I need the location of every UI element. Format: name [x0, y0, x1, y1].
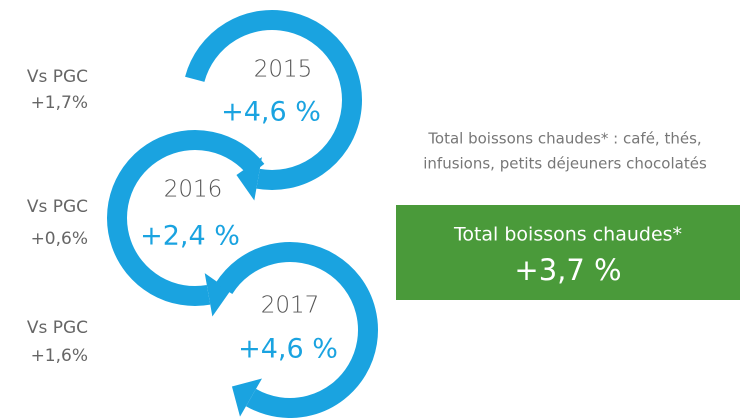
arcs — [107, 10, 378, 418]
arc — [215, 242, 378, 418]
note-line: infusions, petits déjeuners chocolatés — [423, 155, 707, 173]
vs-label: Vs PGC — [27, 318, 88, 338]
arc — [185, 10, 362, 190]
vs-label: Vs PGC — [27, 197, 88, 217]
arrowhead — [231, 378, 262, 417]
growth-label: +2,4 % — [140, 221, 240, 252]
vs-label: Vs PGC — [27, 67, 88, 87]
year-label: 2017 — [261, 293, 320, 319]
vs-value: +0,6% — [31, 229, 88, 249]
total-title: Total boissons chaudes* — [453, 224, 682, 246]
total-box — [396, 205, 740, 300]
vs-value: +1,6% — [31, 346, 88, 366]
growth-label: +4,6 % — [238, 334, 338, 365]
arc — [107, 130, 265, 306]
note-line: Total boissons chaudes* : café, thés, — [427, 130, 701, 148]
year-label: 2015 — [254, 57, 313, 83]
vs-value: +1,7% — [31, 93, 88, 113]
arrowhead — [204, 273, 231, 317]
year-label: 2016 — [164, 177, 223, 203]
total-value: +3,7 % — [514, 253, 621, 287]
growth-label: +4,6 % — [221, 97, 321, 128]
